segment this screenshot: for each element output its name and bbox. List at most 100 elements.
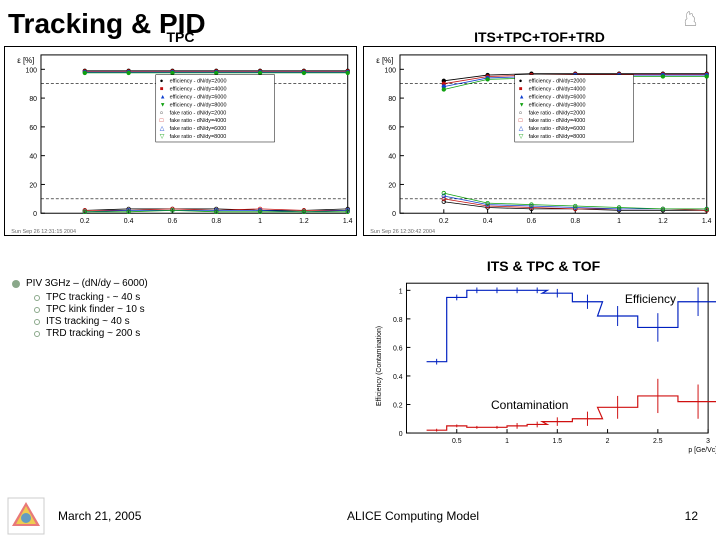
footer: March 21, 2005 ALICE Computing Model 12 xyxy=(0,496,720,536)
sub-bullet: TRD tracking ~ 200 s xyxy=(34,328,357,339)
svg-text:efficiency - dN/dy=2000: efficiency - dN/dy=2000 xyxy=(529,79,586,85)
svg-text:▼: ▼ xyxy=(160,102,166,108)
sub-bullet: TPC tracking - ~ 40 s xyxy=(34,292,357,303)
svg-text:2: 2 xyxy=(606,438,610,445)
bullets-column: PIV 3GHz – (dN/dy – 6000) TPC tracking -… xyxy=(4,258,365,456)
svg-text:0.8: 0.8 xyxy=(570,218,580,225)
svg-text:60: 60 xyxy=(29,125,37,132)
svg-text:○: ○ xyxy=(519,110,523,116)
svg-text:1: 1 xyxy=(617,218,621,225)
svg-text:40: 40 xyxy=(388,154,396,161)
svg-text:fake ratio - dN/dy=2000: fake ratio - dN/dy=2000 xyxy=(170,110,227,116)
svg-text:0.4: 0.4 xyxy=(124,218,134,225)
svg-text:efficiency - dN/dy=6000: efficiency - dN/dy=6000 xyxy=(529,94,586,100)
svg-text:ε [%]: ε [%] xyxy=(17,56,34,65)
svg-text:fake ratio - dN/dy=8000: fake ratio - dN/dy=8000 xyxy=(529,134,586,140)
svg-text:1: 1 xyxy=(399,288,403,295)
svg-text:0.6: 0.6 xyxy=(168,218,178,225)
svg-text:1.4: 1.4 xyxy=(343,218,353,225)
svg-text:1.4: 1.4 xyxy=(702,218,712,225)
svg-text:▲: ▲ xyxy=(519,94,525,100)
chart-tpc-title: TPC xyxy=(167,29,195,45)
sub-bullet-icon xyxy=(34,331,40,337)
efficiency-label: Efficiency xyxy=(625,292,676,306)
svg-text:□: □ xyxy=(519,118,523,124)
slide: Tracking & PID TPC 0.2 0.4 0.6 0.8 1 1.2 1.4 0 2… xyxy=(0,0,720,540)
svg-text:0.4: 0.4 xyxy=(483,218,493,225)
top-charts-row: TPC 0.20.40.60.811.21.4020406080100ε [%]… xyxy=(4,46,716,236)
bottom-chart-column: ITS & TPC & TOF 0.511.522.5300.20.40.60.… xyxy=(371,258,716,456)
svg-text:80: 80 xyxy=(388,96,396,103)
svg-text:60: 60 xyxy=(388,125,396,132)
rabbit-logo xyxy=(680,6,708,30)
svg-text:fake ratio - dN/dy=8000: fake ratio - dN/dy=8000 xyxy=(170,134,227,140)
svg-text:0.2: 0.2 xyxy=(80,218,90,225)
sub-bullet: TPC kink finder ~ 10 s xyxy=(34,304,357,315)
svg-text:0.6: 0.6 xyxy=(393,345,403,352)
svg-text:20: 20 xyxy=(388,182,396,189)
svg-text:Sun Sep 26 12:30:42 2004: Sun Sep 26 12:30:42 2004 xyxy=(370,229,435,235)
svg-text:▲: ▲ xyxy=(160,94,166,100)
svg-text:▼: ▼ xyxy=(519,102,525,108)
sub-bullet-text: TRD tracking ~ 200 s xyxy=(46,328,140,339)
svg-text:fake ratio - dN/dy=6000: fake ratio - dN/dy=6000 xyxy=(529,126,586,132)
svg-text:■: ■ xyxy=(160,87,164,93)
svg-text:efficiency - dN/dy=4000: efficiency - dN/dy=4000 xyxy=(170,87,227,93)
sub-bullets: TPC tracking - ~ 40 sTPC kink finder ~ 1… xyxy=(34,292,357,339)
svg-text:efficiency - dN/dy=2000: efficiency - dN/dy=2000 xyxy=(170,79,227,85)
svg-text:80: 80 xyxy=(29,96,37,103)
sub-bullet-text: ITS tracking ~ 40 s xyxy=(46,316,130,327)
svg-text:△: △ xyxy=(519,126,524,132)
svg-text:fake ratio - dN/dy=4000: fake ratio - dN/dy=4000 xyxy=(170,118,227,124)
bullet-dot-icon xyxy=(12,280,20,288)
alice-logo xyxy=(6,496,46,536)
svg-text:●: ● xyxy=(519,79,523,85)
svg-text:efficiency - dN/dy=6000: efficiency - dN/dy=6000 xyxy=(170,94,227,100)
sub-bullet-text: TPC kink finder ~ 10 s xyxy=(46,304,145,315)
svg-text:■: ■ xyxy=(519,87,523,93)
svg-text:0.8: 0.8 xyxy=(211,218,221,225)
svg-text:efficiency - dN/dy=8000: efficiency - dN/dy=8000 xyxy=(170,102,227,108)
svg-text:0.6: 0.6 xyxy=(527,218,537,225)
slide-title: Tracking & PID xyxy=(8,8,716,40)
svg-text:fake ratio - dN/dy=4000: fake ratio - dN/dy=4000 xyxy=(529,118,586,124)
svg-text:3: 3 xyxy=(706,438,710,445)
svg-text:1: 1 xyxy=(258,218,262,225)
footer-date: March 21, 2005 xyxy=(58,509,141,523)
sub-bullet-icon xyxy=(34,295,40,301)
chart-tpc: TPC 0.20.40.60.811.21.4020406080100ε [%]… xyxy=(4,46,357,236)
svg-text:100: 100 xyxy=(384,67,396,74)
svg-text:1.5: 1.5 xyxy=(553,438,563,445)
svg-text:0.2: 0.2 xyxy=(439,218,449,225)
sub-bullet-text: TPC tracking - ~ 40 s xyxy=(46,292,140,303)
svg-text:0.2: 0.2 xyxy=(393,402,403,409)
svg-text:1: 1 xyxy=(505,438,509,445)
svg-text:20: 20 xyxy=(29,182,37,189)
chart-combined-title: ITS+TPC+TOF+TRD xyxy=(474,29,605,45)
svg-text:▽: ▽ xyxy=(519,134,524,140)
svg-text:efficiency - dN/dy=4000: efficiency - dN/dy=4000 xyxy=(529,87,586,93)
svg-text:efficiency - dN/dy=8000: efficiency - dN/dy=8000 xyxy=(529,102,586,108)
svg-text:fake ratio - dN/dy=6000: fake ratio - dN/dy=6000 xyxy=(170,126,227,132)
svg-text:△: △ xyxy=(160,126,165,132)
sub-bullet-icon xyxy=(34,319,40,325)
svg-text:Efficiency (Contamination): Efficiency (Contamination) xyxy=(376,326,383,406)
svg-text:1.2: 1.2 xyxy=(299,218,309,225)
bottom-chart-title: ITS & TPC & TOF xyxy=(371,258,716,274)
svg-text:0: 0 xyxy=(392,211,396,218)
svg-text:100: 100 xyxy=(25,67,37,74)
svg-text:fake ratio - dN/dy=2000: fake ratio - dN/dy=2000 xyxy=(529,110,586,116)
chart-combined-canvas: 0.20.40.60.811.21.4020406080100ε [%]●eff… xyxy=(364,47,715,235)
svg-text:0.8: 0.8 xyxy=(393,317,403,324)
svg-text:1.2: 1.2 xyxy=(658,218,668,225)
footer-page: 12 xyxy=(685,509,698,523)
chart-combined: ITS+TPC+TOF+TRD 0.20.40.60.811.21.402040… xyxy=(363,46,716,236)
svg-text:p [Ge/Vc]: p [Ge/Vc] xyxy=(688,447,716,454)
svg-text:▽: ▽ xyxy=(160,134,165,140)
sub-bullet: ITS tracking ~ 40 s xyxy=(34,316,357,327)
svg-text:○: ○ xyxy=(160,110,164,116)
footer-center: ALICE Computing Model xyxy=(141,509,684,523)
svg-text:●: ● xyxy=(160,79,164,85)
bullet-main-text: PIV 3GHz – (dN/dy – 6000) xyxy=(26,278,148,289)
sub-bullet-icon xyxy=(34,307,40,313)
